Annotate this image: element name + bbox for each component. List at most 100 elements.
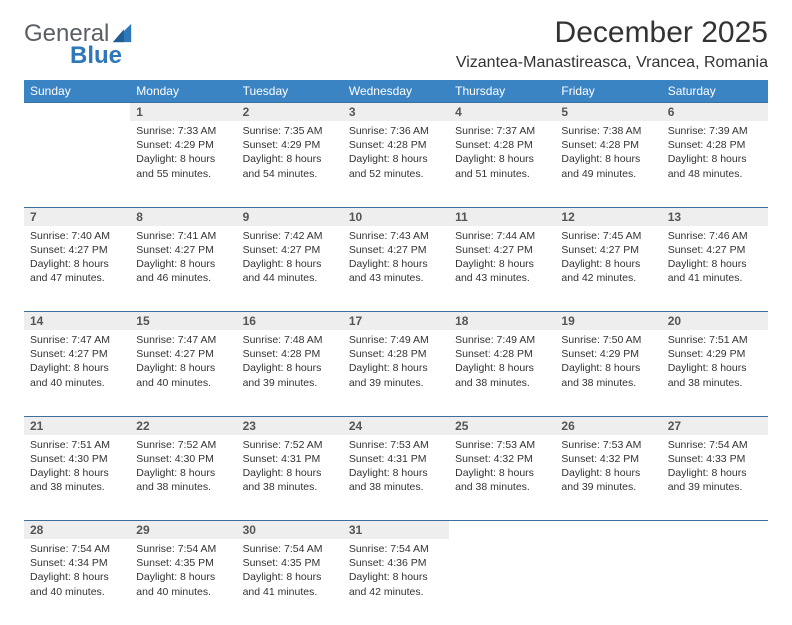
daylight-text-2: and 40 minutes.: [136, 376, 230, 390]
day-number-cell: 23: [237, 416, 343, 435]
sunset-text: Sunset: 4:33 PM: [668, 452, 762, 466]
daylight-text-2: and 38 minutes.: [455, 376, 549, 390]
daylight-text-1: Daylight: 8 hours: [349, 361, 443, 375]
sunrise-text: Sunrise: 7:33 AM: [136, 124, 230, 138]
sunrise-text: Sunrise: 7:54 AM: [668, 438, 762, 452]
sunset-text: Sunset: 4:29 PM: [561, 347, 655, 361]
sunrise-text: Sunrise: 7:53 AM: [561, 438, 655, 452]
daylight-text-2: and 39 minutes.: [561, 480, 655, 494]
day-number-cell: [24, 103, 130, 122]
daylight-text-2: and 40 minutes.: [30, 376, 124, 390]
sunrise-text: Sunrise: 7:49 AM: [455, 333, 549, 347]
day-body-cell: Sunrise: 7:38 AMSunset: 4:28 PMDaylight:…: [555, 121, 661, 207]
weekday-header: Tuesday: [237, 80, 343, 103]
daylight-text-1: Daylight: 8 hours: [349, 152, 443, 166]
day-body-cell: Sunrise: 7:47 AMSunset: 4:27 PMDaylight:…: [24, 330, 130, 416]
daylight-text-2: and 41 minutes.: [668, 271, 762, 285]
day-body-row: Sunrise: 7:40 AMSunset: 4:27 PMDaylight:…: [24, 226, 768, 312]
sunrise-text: Sunrise: 7:54 AM: [136, 542, 230, 556]
calendar-table: SundayMondayTuesdayWednesdayThursdayFrid…: [24, 80, 768, 625]
day-number-cell: 14: [24, 312, 130, 331]
sunset-text: Sunset: 4:28 PM: [668, 138, 762, 152]
sunset-text: Sunset: 4:27 PM: [136, 347, 230, 361]
sunrise-text: Sunrise: 7:43 AM: [349, 229, 443, 243]
sunset-text: Sunset: 4:31 PM: [243, 452, 337, 466]
daylight-text-2: and 43 minutes.: [455, 271, 549, 285]
logo-text-blue: Blue: [70, 44, 133, 68]
daylight-text-1: Daylight: 8 hours: [455, 257, 549, 271]
sunrise-text: Sunrise: 7:47 AM: [136, 333, 230, 347]
sunset-text: Sunset: 4:28 PM: [455, 347, 549, 361]
sunrise-text: Sunrise: 7:53 AM: [455, 438, 549, 452]
sunset-text: Sunset: 4:28 PM: [349, 347, 443, 361]
day-body-cell: [24, 121, 130, 207]
sunset-text: Sunset: 4:27 PM: [455, 243, 549, 257]
daylight-text-2: and 46 minutes.: [136, 271, 230, 285]
sunset-text: Sunset: 4:35 PM: [243, 556, 337, 570]
day-body-cell: Sunrise: 7:45 AMSunset: 4:27 PMDaylight:…: [555, 226, 661, 312]
day-body-cell: Sunrise: 7:47 AMSunset: 4:27 PMDaylight:…: [130, 330, 236, 416]
daylight-text-1: Daylight: 8 hours: [349, 257, 443, 271]
weekday-header-row: SundayMondayTuesdayWednesdayThursdayFrid…: [24, 80, 768, 103]
sunrise-text: Sunrise: 7:51 AM: [30, 438, 124, 452]
day-number-cell: 4: [449, 103, 555, 122]
sunset-text: Sunset: 4:27 PM: [30, 243, 124, 257]
sunset-text: Sunset: 4:28 PM: [561, 138, 655, 152]
daylight-text-1: Daylight: 8 hours: [668, 466, 762, 480]
day-number-cell: 10: [343, 207, 449, 226]
sunrise-text: Sunrise: 7:52 AM: [136, 438, 230, 452]
daylight-text-2: and 43 minutes.: [349, 271, 443, 285]
sunrise-text: Sunrise: 7:52 AM: [243, 438, 337, 452]
day-number-cell: 9: [237, 207, 343, 226]
day-body-row: Sunrise: 7:47 AMSunset: 4:27 PMDaylight:…: [24, 330, 768, 416]
month-title: December 2025: [456, 16, 768, 50]
daylight-text-2: and 38 minutes.: [561, 376, 655, 390]
day-body-cell: Sunrise: 7:54 AMSunset: 4:35 PMDaylight:…: [237, 539, 343, 625]
sunrise-text: Sunrise: 7:44 AM: [455, 229, 549, 243]
sunset-text: Sunset: 4:27 PM: [243, 243, 337, 257]
sunset-text: Sunset: 4:32 PM: [561, 452, 655, 466]
daylight-text-2: and 38 minutes.: [349, 480, 443, 494]
weekday-header: Thursday: [449, 80, 555, 103]
day-number-cell: 25: [449, 416, 555, 435]
sunset-text: Sunset: 4:27 PM: [30, 347, 124, 361]
sunset-text: Sunset: 4:29 PM: [668, 347, 762, 361]
day-number-cell: 22: [130, 416, 236, 435]
day-body-cell: Sunrise: 7:43 AMSunset: 4:27 PMDaylight:…: [343, 226, 449, 312]
daylight-text-1: Daylight: 8 hours: [30, 257, 124, 271]
daylight-text-1: Daylight: 8 hours: [30, 361, 124, 375]
sunrise-text: Sunrise: 7:48 AM: [243, 333, 337, 347]
day-number-cell: 8: [130, 207, 236, 226]
daylight-text-1: Daylight: 8 hours: [561, 361, 655, 375]
day-number-cell: 5: [555, 103, 661, 122]
day-body-cell: Sunrise: 7:37 AMSunset: 4:28 PMDaylight:…: [449, 121, 555, 207]
day-body-cell: Sunrise: 7:53 AMSunset: 4:32 PMDaylight:…: [555, 435, 661, 521]
sunset-text: Sunset: 4:30 PM: [136, 452, 230, 466]
sunset-text: Sunset: 4:27 PM: [668, 243, 762, 257]
day-body-cell: Sunrise: 7:54 AMSunset: 4:33 PMDaylight:…: [662, 435, 768, 521]
weekday-header: Monday: [130, 80, 236, 103]
day-number-cell: 30: [237, 521, 343, 540]
daylight-text-1: Daylight: 8 hours: [136, 466, 230, 480]
daylight-text-1: Daylight: 8 hours: [455, 152, 549, 166]
daylight-text-1: Daylight: 8 hours: [30, 570, 124, 584]
day-number-cell: 26: [555, 416, 661, 435]
sunrise-text: Sunrise: 7:38 AM: [561, 124, 655, 138]
day-body-cell: Sunrise: 7:44 AMSunset: 4:27 PMDaylight:…: [449, 226, 555, 312]
day-body-cell: Sunrise: 7:46 AMSunset: 4:27 PMDaylight:…: [662, 226, 768, 312]
daylight-text-1: Daylight: 8 hours: [30, 466, 124, 480]
daylight-text-2: and 40 minutes.: [30, 585, 124, 599]
day-body-cell: [449, 539, 555, 625]
day-number-row: 14151617181920: [24, 312, 768, 331]
day-body-cell: Sunrise: 7:49 AMSunset: 4:28 PMDaylight:…: [449, 330, 555, 416]
daylight-text-2: and 39 minutes.: [668, 480, 762, 494]
sunset-text: Sunset: 4:28 PM: [243, 347, 337, 361]
day-number-cell: [662, 521, 768, 540]
day-body-cell: Sunrise: 7:53 AMSunset: 4:32 PMDaylight:…: [449, 435, 555, 521]
sunset-text: Sunset: 4:28 PM: [349, 138, 443, 152]
sunrise-text: Sunrise: 7:35 AM: [243, 124, 337, 138]
daylight-text-1: Daylight: 8 hours: [668, 152, 762, 166]
day-number-cell: 27: [662, 416, 768, 435]
daylight-text-1: Daylight: 8 hours: [349, 570, 443, 584]
day-number-cell: 20: [662, 312, 768, 331]
